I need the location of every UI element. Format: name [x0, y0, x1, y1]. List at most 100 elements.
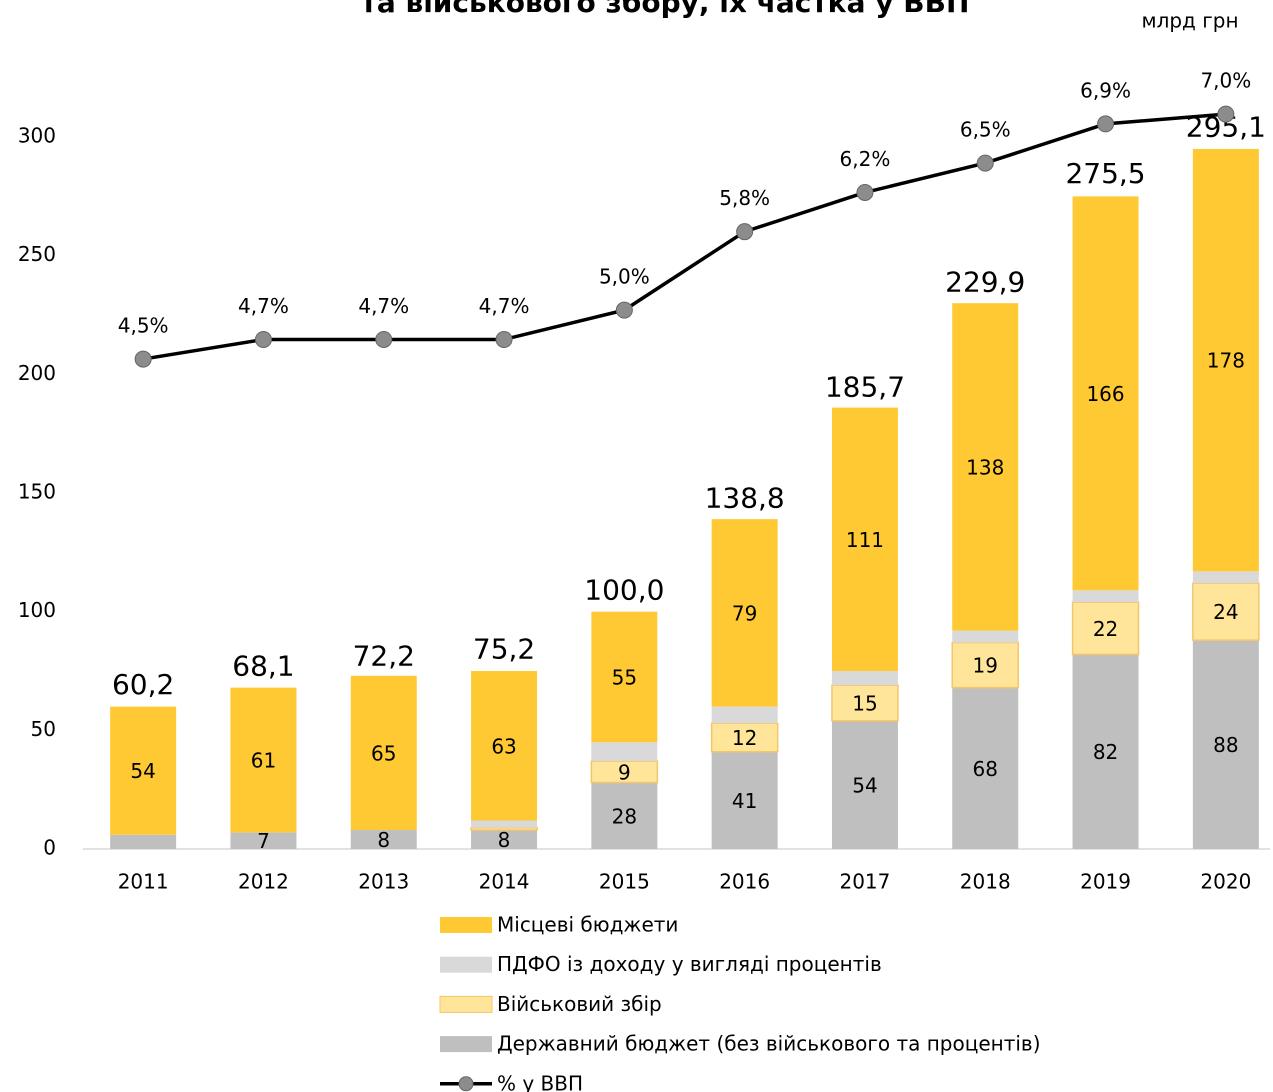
- line: [142, 112, 1226, 361]
- bar-segment: [350, 830, 417, 849]
- total-label: 100,0: [584, 574, 664, 607]
- line-label: 4,7%: [479, 294, 530, 318]
- bar-segment: [590, 760, 659, 784]
- x-tick-label: 2015: [599, 870, 650, 894]
- line-label: 5,8%: [719, 186, 770, 210]
- legend-label: Місцеві бюджети: [497, 913, 678, 937]
- x-tick-label: 2014: [479, 870, 530, 894]
- bar-segment: [952, 303, 1019, 631]
- line-marker: [615, 301, 633, 319]
- total-label: 72,2: [353, 640, 415, 673]
- y-tick-label: 150: [18, 480, 56, 504]
- data-label: 54: [852, 773, 877, 797]
- legend-swatch: [440, 1036, 492, 1053]
- y-tick-label: 200: [18, 361, 56, 385]
- data-label: 19: [973, 654, 998, 678]
- data-label: 68: [973, 757, 998, 781]
- legend-label: Державний бюджет (без військового та про…: [497, 1032, 1041, 1056]
- data-label: 9: [618, 760, 631, 784]
- bar-segment: [110, 834, 177, 849]
- bar-segment: [1071, 601, 1140, 656]
- data-label: 8: [377, 828, 390, 852]
- data-label: 65: [371, 741, 396, 765]
- bar-segment: [711, 751, 778, 849]
- bar-segment: [470, 826, 538, 831]
- bar-segment: [710, 722, 779, 753]
- y-tick-label: 0: [43, 836, 56, 860]
- data-label: 8: [498, 828, 511, 852]
- bar-segment: [831, 671, 898, 686]
- bar-segment: [230, 832, 297, 849]
- legend-label: ПДФО із доходу у вигляді процентів: [497, 952, 882, 976]
- data-label: 111: [846, 528, 884, 552]
- x-tick-label: 2012: [238, 870, 289, 894]
- x-tick-label: 2016: [719, 870, 770, 894]
- bar-segment: [831, 684, 899, 722]
- data-label: 61: [251, 749, 276, 773]
- data-label: 138: [966, 455, 1004, 479]
- bar-segment: [1192, 640, 1259, 849]
- line-marker: [736, 223, 754, 241]
- line-marker: [1097, 115, 1115, 133]
- bar-segment: [110, 706, 177, 835]
- chart-title: та військового збору, їх частка у ВВП: [361, 0, 970, 19]
- bar-segment: [951, 641, 1019, 689]
- legend-swatch: [439, 995, 493, 1013]
- legend-swatch: [440, 956, 492, 973]
- data-label: 55: [612, 665, 637, 689]
- total-label: 275,5: [1065, 157, 1145, 190]
- bar-segment: [471, 671, 538, 821]
- line-label: 6,9%: [1080, 78, 1131, 102]
- x-tick-label: 2017: [839, 870, 890, 894]
- bar-segment: [1072, 196, 1139, 591]
- line-marker: [254, 330, 272, 348]
- total-label: 229,9: [945, 265, 1025, 298]
- total-label: 60,2: [112, 668, 174, 701]
- bar-segment: [591, 611, 658, 743]
- bar-segment: [711, 519, 778, 707]
- data-label: 15: [852, 692, 877, 716]
- y-tick-label: 100: [18, 598, 56, 622]
- bar-segment: [1192, 582, 1260, 641]
- y-tick-label: 50: [31, 717, 56, 741]
- data-label: 178: [1207, 349, 1245, 373]
- x-tick-label: 2011: [118, 870, 169, 894]
- total-label: 68,1: [232, 649, 294, 682]
- bar-segment: [711, 706, 778, 724]
- y-tick-label: 250: [18, 242, 56, 266]
- x-tick-label: 2013: [358, 870, 409, 894]
- bar-segment: [471, 830, 538, 849]
- bar-segment: [591, 782, 658, 849]
- line-label: 6,2%: [840, 147, 891, 171]
- data-label: 79: [732, 601, 757, 625]
- data-label: 24: [1213, 600, 1238, 624]
- x-tick-label: 2020: [1200, 870, 1251, 894]
- data-label: 82: [1093, 740, 1118, 764]
- line-marker: [976, 154, 994, 172]
- bar-segment: [831, 720, 898, 849]
- bar-segment: [591, 742, 658, 762]
- y-tick-label: 300: [18, 124, 56, 148]
- line-label: 4,7%: [238, 294, 289, 318]
- line-label: 7,0%: [1200, 69, 1251, 93]
- data-label: 41: [732, 789, 757, 813]
- bar-segment: [471, 820, 538, 828]
- line-label: 6,5%: [960, 118, 1011, 142]
- bar-segment: [1192, 148, 1259, 572]
- legend-swatch: [458, 1076, 474, 1092]
- data-label: 63: [491, 734, 516, 758]
- total-label: 185,7: [825, 370, 905, 403]
- line-label: 5,0%: [599, 265, 650, 289]
- line-marker: [1217, 105, 1235, 123]
- data-label: 88: [1213, 733, 1238, 757]
- line-marker: [856, 183, 874, 201]
- total-label: 75,2: [473, 633, 535, 666]
- data-label: 54: [130, 759, 155, 783]
- data-label: 166: [1086, 382, 1124, 406]
- unit-label: млрд грн: [1141, 9, 1238, 33]
- line-marker: [375, 330, 393, 348]
- bar-segment: [1192, 571, 1259, 584]
- bar-segment: [1072, 590, 1139, 603]
- legend-label: % у ВВП: [497, 1071, 583, 1092]
